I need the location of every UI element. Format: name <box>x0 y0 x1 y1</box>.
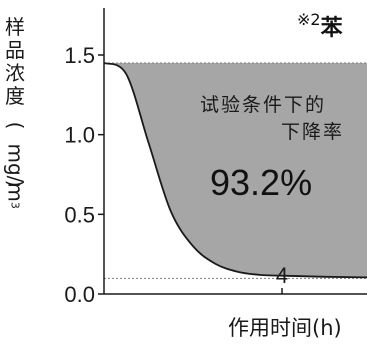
annotation-line-1: 试验条件下的 <box>200 94 326 116</box>
substance-name: 苯 <box>320 16 343 41</box>
reduction-rate-value: 93.2% <box>210 162 312 203</box>
reduction-fill <box>104 62 367 279</box>
y-label-char: 浓 <box>5 61 25 85</box>
x-tick-label: 4 <box>276 263 288 288</box>
y-axis-label: 样 品 浓 度 ( mg/m3 ) <box>3 15 28 209</box>
corner-note: ※2苯 <box>297 10 343 42</box>
y-label-char: 样 <box>5 15 25 39</box>
axes <box>98 8 367 295</box>
tick-labels: 0.00.51.01.548 <box>64 43 288 307</box>
y-tick-label: 1.5 <box>64 43 95 68</box>
y-label-unit: mg/m3 <box>3 143 28 209</box>
y-tick-label: 1.0 <box>64 123 95 148</box>
plot-area <box>103 62 367 279</box>
y-label-char: ( <box>3 121 28 130</box>
y-label-char: 品 <box>5 38 25 62</box>
y-label-char: ) <box>3 179 28 188</box>
y-tick-label: 0.5 <box>64 202 95 227</box>
annotation-line-2: 下降率 <box>281 121 344 143</box>
x-axis-label: 作用时间(h) <box>228 316 342 340</box>
footnote-mark: ※2 <box>297 10 321 29</box>
y-tick-label: 0.0 <box>64 282 95 307</box>
concentration-curve <box>103 62 367 279</box>
y-label-char: 度 <box>5 84 25 108</box>
